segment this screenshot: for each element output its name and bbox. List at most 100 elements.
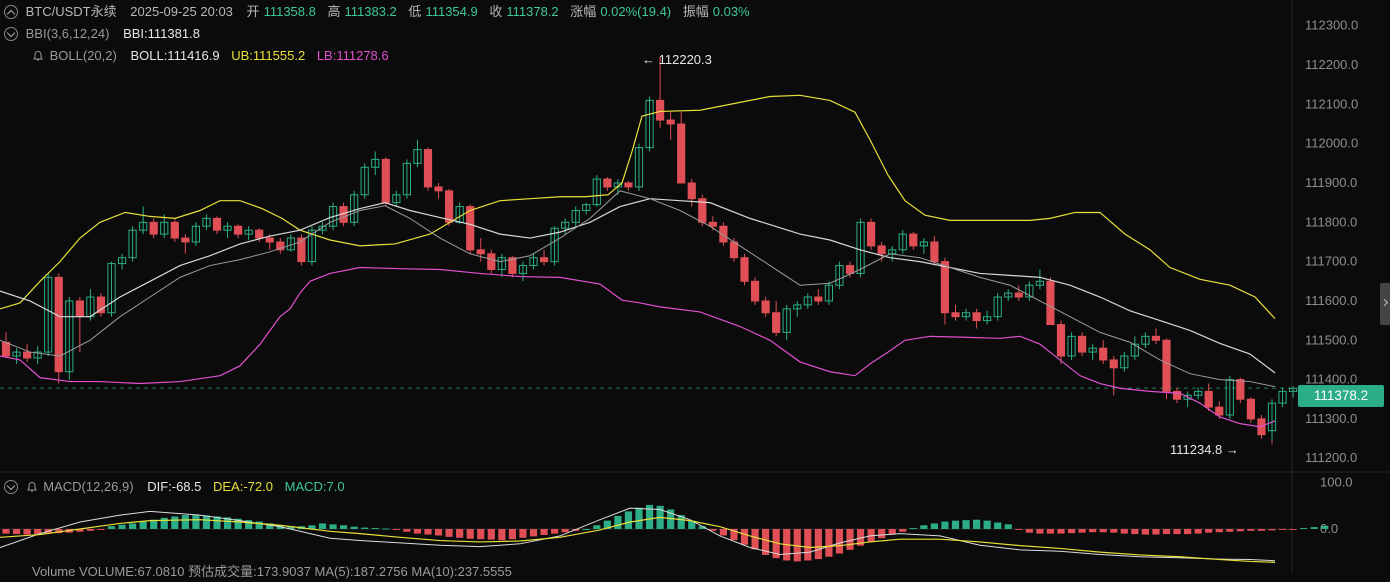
change-label: 涨幅 [570, 4, 597, 19]
candle-body [423, 149, 433, 188]
y-tick-label: 111500.0 [1305, 332, 1357, 347]
macd-histogram-bar [487, 528, 495, 540]
candle-body [1183, 394, 1192, 400]
candle-body [708, 221, 717, 227]
candle-body [381, 158, 390, 204]
macd-histogram-bar [719, 528, 727, 536]
high-value: 111383.2 [344, 4, 397, 19]
volume-row: Volume VOLUME:67.0810 预估成交量:173.9037 MA(… [32, 562, 516, 582]
macd-histogram-bar [962, 520, 970, 529]
macd-dif: DIF:-68.5 [147, 479, 202, 494]
bbi-name[interactable]: BBI(3,6,12,24) [25, 26, 110, 41]
macd-histogram-bar [234, 518, 242, 529]
candle-body [360, 166, 369, 196]
macd-histogram-bar [150, 519, 158, 529]
boll-name[interactable]: BOLL(20,2) [49, 48, 117, 63]
candle-body [23, 351, 32, 359]
datetime-label: 2025-09-25 20:03 [130, 4, 233, 19]
macd-histogram-bar [983, 520, 991, 529]
candle-body [940, 261, 950, 314]
macd-histogram-bar [835, 528, 844, 554]
candle-body [1246, 398, 1256, 420]
macd-histogram-bar [181, 515, 189, 529]
macd-histogram-bar [202, 515, 211, 529]
macd-histogram-bar [329, 524, 337, 529]
boll-value: BOLL:111416.9 [130, 48, 220, 63]
candle-body [571, 210, 580, 223]
candle-body [634, 147, 644, 188]
bell-icon[interactable] [26, 481, 38, 493]
low-marker-label: 111234.8 → [1170, 442, 1239, 457]
candle-body [1067, 335, 1076, 357]
candle-body [898, 233, 907, 251]
macd-histogram-bar [698, 526, 706, 529]
candle-body [44, 276, 53, 353]
candle-body [255, 229, 264, 239]
open-value: 111358.8 [263, 4, 316, 19]
candle-body [434, 186, 443, 192]
macd-histogram-bar [1268, 528, 1276, 531]
macd-histogram-bar [867, 528, 875, 542]
macd-histogram-bar [213, 516, 221, 529]
macd-histogram-bar [445, 528, 453, 537]
panel-expand-handle[interactable] [1380, 283, 1390, 325]
macd-histogram-bar [508, 528, 516, 540]
collapse-chevron-icon[interactable] [4, 27, 18, 41]
macd-histogram-bar [856, 528, 865, 546]
macd-histogram-bar [118, 524, 126, 529]
candle-body [1141, 335, 1150, 345]
macd-histogram-bar [973, 519, 981, 529]
macd-histogram-bar [688, 520, 696, 529]
macd-histogram-bar [941, 521, 949, 529]
candle-body [33, 351, 42, 359]
candle-body [371, 158, 380, 168]
candle-body [1025, 284, 1034, 298]
y-tick-label: 111800.0 [1305, 214, 1357, 229]
candle-body [993, 296, 1002, 318]
candle-body [1130, 343, 1139, 357]
bbi-line [0, 190, 1276, 388]
candle-body [54, 276, 63, 373]
macd-histogram-bar [255, 521, 263, 529]
candle-body [212, 217, 222, 231]
macd-histogram-bar [1173, 528, 1181, 535]
macd-histogram-bar [1226, 528, 1234, 532]
boll-upper-line [0, 94, 1276, 320]
collapse-chevron-icon[interactable] [4, 5, 18, 19]
macd-histogram-bar [403, 528, 411, 532]
macd-histogram-bar [1184, 528, 1192, 535]
collapse-chevron-icon[interactable] [4, 480, 18, 494]
macd-histogram-bar [561, 528, 569, 533]
macd-histogram-bar [899, 528, 907, 532]
volume-info: Volume VOLUME:67.0810 预估成交量:173.9037 MA(… [32, 564, 512, 579]
candle-body [1109, 359, 1118, 369]
macd-histogram-bar [709, 528, 717, 531]
macd-name[interactable]: MACD(12,26,9) [43, 479, 134, 494]
macd-histogram-bar [677, 515, 685, 529]
macd-histogram-bar [413, 528, 422, 534]
candle-body [1056, 324, 1066, 357]
candle-body [961, 312, 971, 318]
candle-body [265, 237, 274, 243]
macd-histogram-bar [456, 528, 464, 538]
candle-body [445, 190, 454, 223]
candle-body [307, 229, 317, 263]
candle-body [1215, 406, 1224, 416]
macd-histogram-bar [551, 528, 559, 534]
amplitude-value: 0.03% [712, 4, 750, 19]
macd-histogram-bar [76, 528, 84, 532]
current-price-tag: 111378.2 [1298, 385, 1384, 407]
boll-mid-line [0, 198, 1276, 374]
macd-histogram-bar [730, 528, 738, 541]
macd-histogram-bar [1289, 528, 1297, 530]
candle-body [930, 241, 939, 263]
candle-body [1088, 347, 1097, 353]
candle-body [1120, 355, 1129, 369]
macd-histogram-bar [645, 504, 654, 529]
macd-histogram-bar [477, 528, 485, 540]
candle-body [202, 217, 211, 227]
bell-icon[interactable] [32, 50, 44, 62]
macd-histogram-bar [86, 528, 94, 531]
